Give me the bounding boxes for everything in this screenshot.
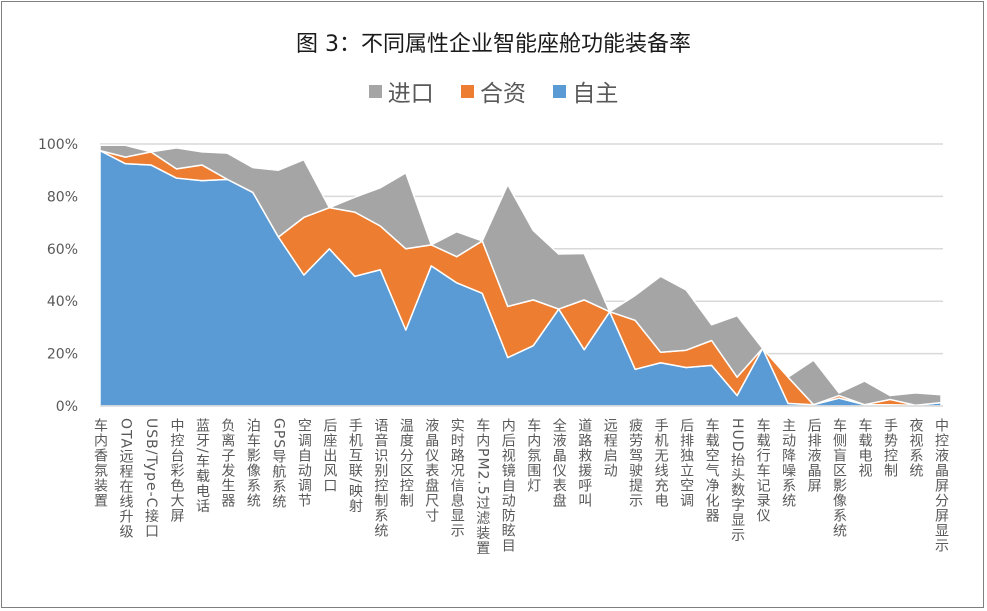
legend-swatch-import [368, 84, 382, 98]
legend-item-jv: 合资 [461, 74, 526, 108]
x-tick-label: 中控液晶屏分屏显示 [933, 418, 949, 553]
y-tick-label: 60% [47, 242, 78, 258]
x-tick-label: 车侧盲区影像系统 [831, 418, 848, 538]
x-tick-label: USB/Type-C接口 [142, 418, 159, 539]
x-tick-label: 后排液晶屏 [805, 418, 822, 493]
y-tick-label: 40% [47, 294, 78, 310]
x-tick-label: 车内氛围灯 [525, 418, 542, 493]
y-tick-label: 80% [47, 189, 78, 205]
x-tick-label: GPS导航系统 [270, 418, 287, 510]
x-tick-label: 中控台彩色大屏 [168, 418, 185, 523]
x-tick-label: OTA远程在线升级 [117, 418, 134, 540]
x-tick-label: 车载空气净化器 [703, 418, 720, 523]
legend: 进口 合资 自主 [0, 74, 987, 108]
x-tick-label: 车载电视 [856, 418, 873, 478]
x-tick-label: 手势控制 [882, 418, 899, 478]
x-tick-label: 车内PM2.5过滤装置 [474, 418, 491, 556]
x-tick-label: 主动降噪系统 [780, 418, 797, 508]
legend-label-domestic: 自主 [572, 81, 619, 107]
x-tick-label: 车内香氛装置 [92, 418, 108, 508]
legend-swatch-domestic [553, 84, 567, 98]
x-tick-label: 温度分区控制 [397, 418, 414, 508]
y-tick-label: 100% [38, 137, 78, 153]
x-tick-label: 道路救援呼叫 [576, 418, 593, 508]
x-tick-label: 手机互联/映射 [346, 418, 363, 514]
x-tick-label: HUD抬头数字显示 [729, 418, 746, 543]
legend-item-domestic: 自主 [553, 74, 618, 108]
x-tick-label: 疲劳驾驶提示 [627, 418, 644, 508]
x-tick-label: 泊车影像系统 [244, 418, 261, 508]
x-tick-label: 蓝牙/车载电话 [193, 418, 210, 514]
x-tick-label: 空调自动调节 [295, 418, 312, 508]
x-tick-label: 远程启动 [601, 418, 618, 478]
x-tick-label: 内后视镜自动防眩目 [499, 418, 516, 553]
x-tick-label: 实时路况信息显示 [448, 418, 465, 538]
legend-label-import: 进口 [387, 81, 434, 107]
x-tick-label: 全液晶仪表盘 [550, 418, 567, 508]
x-tick-label: 液晶仪表盘尺寸 [423, 418, 440, 523]
area-import [99, 144, 942, 406]
x-tick-label: 夜视系统 [907, 418, 924, 478]
legend-label-jv: 合资 [480, 81, 526, 107]
legend-item-import: 进口 [368, 74, 434, 108]
x-tick-label: 语音识别控制系统 [372, 418, 389, 538]
y-tick-label: 20% [47, 347, 78, 363]
x-tick-label: 车载行车记录仪 [754, 418, 771, 523]
chart-title: 图 3：不同属性企业智能座舱功能装备率 [296, 32, 691, 57]
x-tick-label: 负离子发生器 [219, 418, 236, 508]
x-tick-label: 后座出风口 [321, 418, 338, 493]
x-tick-label: 后排独立空调 [678, 418, 695, 508]
legend-swatch-jv [461, 84, 474, 98]
y-tick-label: 0% [56, 399, 78, 415]
x-tick-label: 手机无线充电 [652, 418, 669, 508]
